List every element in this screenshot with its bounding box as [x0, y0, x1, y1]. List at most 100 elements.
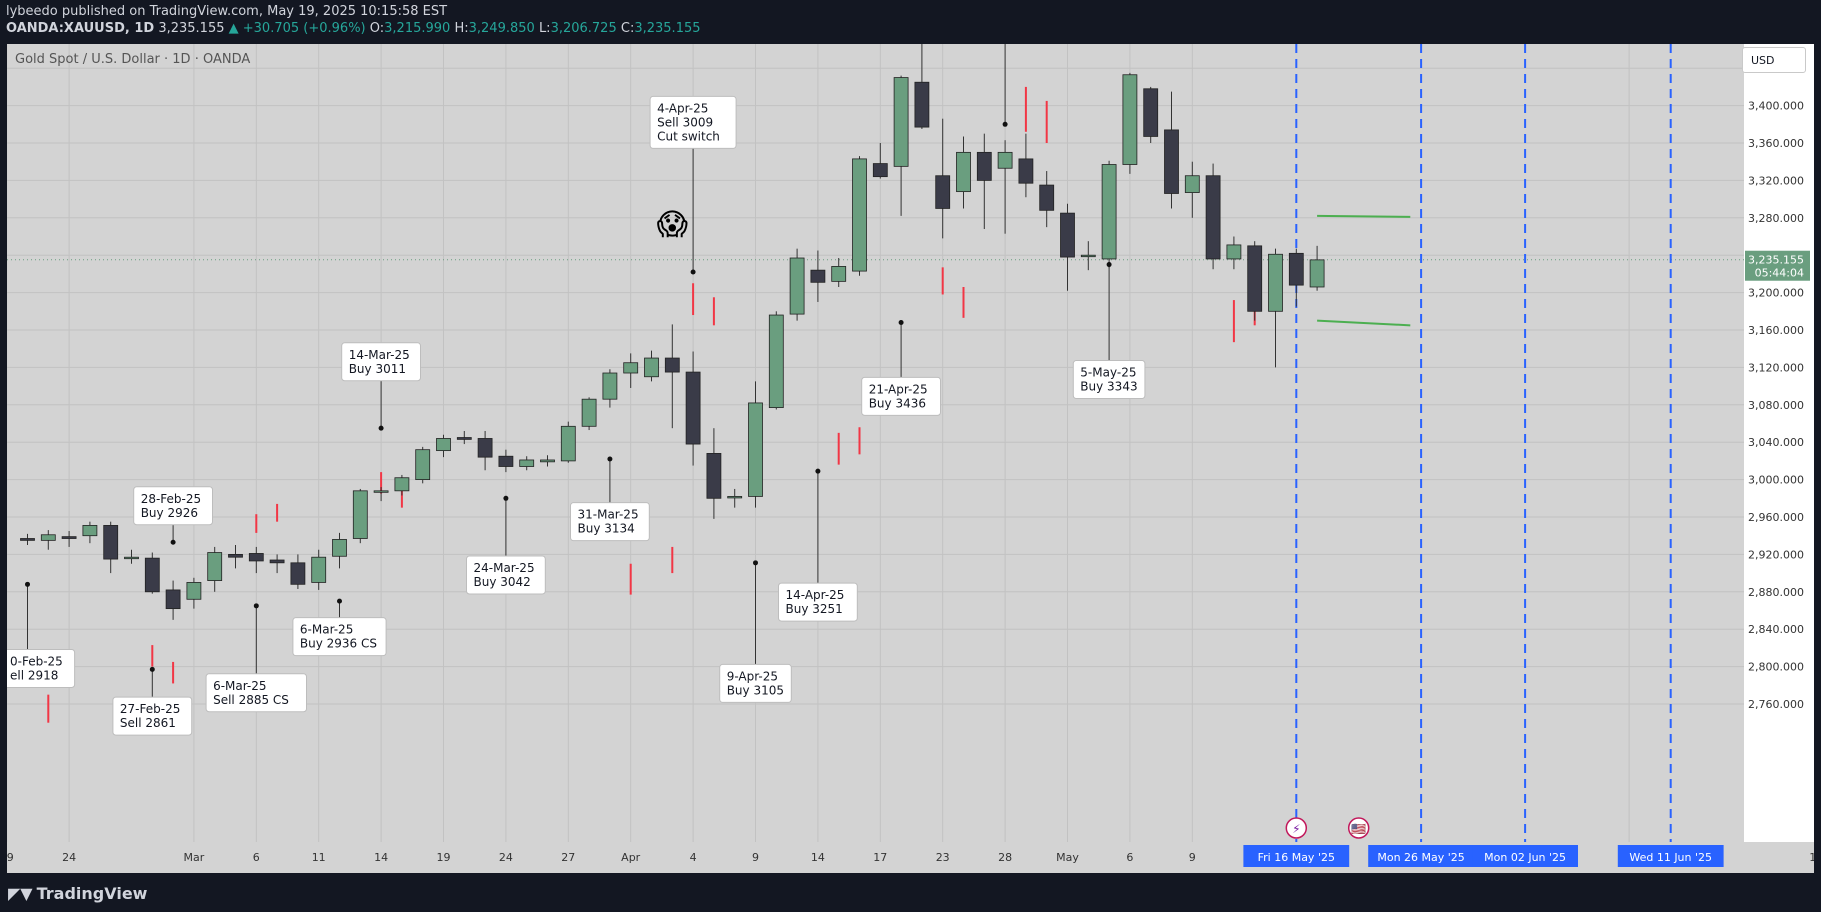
bearish-candle [61, 536, 77, 539]
y-tick-label: 3,320.000 [1748, 174, 1804, 187]
y-tick-label: 3,200.000 [1748, 287, 1804, 300]
bullish-candle [394, 477, 410, 492]
y-tick-label: 3,280.000 [1748, 212, 1804, 225]
annotation-dot [607, 456, 613, 462]
bearish-candle [477, 438, 493, 458]
open-label: O: [369, 21, 385, 36]
annotation-text: 6-Mar-25 [213, 679, 266, 693]
close-label: C: [620, 21, 635, 36]
annotation-text: 27-Feb-25 [120, 702, 180, 716]
bullish-candle [644, 357, 659, 378]
price-change: ▲ +30.705 (+0.96%) [228, 21, 366, 36]
high-value: 3,249.850 [468, 21, 535, 36]
bearish-candle [1018, 158, 1034, 184]
annotation-text: 21-Apr-25 [869, 382, 928, 396]
current-price-label: 3,235.155 [1748, 254, 1804, 267]
annotation-box [649, 95, 737, 149]
price-chart[interactable]: 2,760.000 2,800.000 2,840.000 2,880.000 2,92… [7, 44, 1814, 873]
bullish-candle [789, 257, 805, 315]
y-tick-label: 3,160.000 [1748, 324, 1804, 337]
event-glyph: 🇺🇸 [1351, 822, 1366, 836]
chart-area[interactable]: 2,760.000 2,800.000 2,840.000 2,880.000 2,92… [7, 44, 1814, 873]
y-tick-label: 2,760.000 [1748, 698, 1804, 711]
bullish-candle [623, 362, 639, 374]
high-label: H: [454, 21, 469, 36]
annotation-box [7, 648, 76, 688]
close-value: 3,235.155 [634, 21, 701, 36]
x-tick-label: 9 [752, 851, 759, 864]
annotation-text: Buy 3105 [727, 683, 784, 697]
bearish-candle [165, 589, 181, 610]
currency-button[interactable]: USD [1742, 47, 1806, 73]
x-tick-label: 19 [7, 851, 14, 864]
x-tick-label: 14 [374, 851, 388, 864]
y-tick-label: 2,960.000 [1748, 511, 1804, 524]
bearish-candle [810, 269, 826, 283]
x-tick-label: 6 [1126, 851, 1133, 864]
bullish-candle [893, 77, 909, 167]
annotation-dot [378, 425, 384, 431]
bullish-candle [540, 459, 555, 463]
date-marker-label: Mon 02 Jun '25 [1484, 851, 1566, 864]
annotation-box [292, 617, 387, 657]
bearish-candle [1247, 245, 1263, 312]
bearish-candle [1164, 129, 1179, 194]
bearish-candle [1288, 252, 1304, 286]
author-name[interactable]: lybeedo [6, 4, 58, 19]
bullish-candle [352, 490, 368, 539]
annotation-dot [1002, 121, 1008, 127]
bullish-candle [956, 151, 971, 193]
bullish-candle [768, 314, 784, 409]
logo-mark-icon: ◤▼ [8, 884, 33, 903]
x-tick-label: 19 [437, 851, 451, 864]
bullish-candle [1080, 254, 1096, 258]
bearish-candle [228, 553, 243, 558]
y-tick-label: 2,800.000 [1748, 661, 1804, 674]
low-value: 3,206.725 [550, 21, 617, 36]
countdown-label: 05:44:04 [1755, 267, 1804, 280]
annotation-box [205, 673, 308, 713]
annotation-text: 14-Apr-25 [786, 588, 845, 602]
x-tick-label: 28 [998, 851, 1012, 864]
bearish-candle [935, 175, 951, 209]
bullish-candle [40, 534, 56, 541]
annotation-dot [25, 581, 30, 587]
annotation-text: ell 2918 [10, 668, 58, 682]
bullish-candle [332, 539, 347, 557]
annotation-text: Buy 3251 [786, 602, 843, 616]
annotation-dot [337, 598, 342, 604]
x-tick-label: Apr [621, 851, 641, 864]
annotation-text: Sell 2861 [120, 716, 176, 730]
annotation-dot [253, 603, 259, 609]
date-marker-tag [1368, 845, 1474, 867]
annotation-text: Sell 2885 CS [213, 693, 289, 707]
bullish-candle [1309, 259, 1325, 288]
symbol-label[interactable]: OANDA:XAUUSD, 1D [6, 21, 155, 36]
bullish-candle [581, 398, 597, 427]
date-marker-tag [1472, 845, 1578, 867]
annotation-box [778, 582, 858, 622]
annotation-box [861, 376, 942, 416]
event-icon [1285, 817, 1308, 839]
x-tick-label: 11 [312, 851, 326, 864]
annotation-box [466, 555, 546, 595]
current-price-tag [1745, 250, 1810, 281]
x-tick-label: 4 [690, 851, 697, 864]
x-tick-label: 27 [561, 851, 575, 864]
brand-name: TradingView [36, 884, 148, 903]
y-tick-label: 2,880.000 [1748, 586, 1804, 599]
bearish-candle [685, 371, 701, 445]
x-tick-label: 14 [811, 851, 825, 864]
annotation-text: Buy 3011 [349, 362, 406, 376]
y-tick-label: 3,000.000 [1748, 474, 1804, 487]
event-icon [1347, 817, 1370, 839]
y-tick-label: 3,360.000 [1748, 137, 1804, 150]
price-axis [1744, 44, 1814, 873]
annotation-dot [503, 495, 509, 501]
annotation-text: Buy 2936 CS [300, 637, 377, 651]
series-title: Gold Spot / U.S. Dollar · 1D · OANDA [15, 52, 251, 67]
bearish-candle [914, 81, 930, 128]
annotation-box [719, 663, 792, 703]
x-tick-label: 18 [1809, 851, 1814, 864]
bearish-candle [248, 553, 264, 562]
